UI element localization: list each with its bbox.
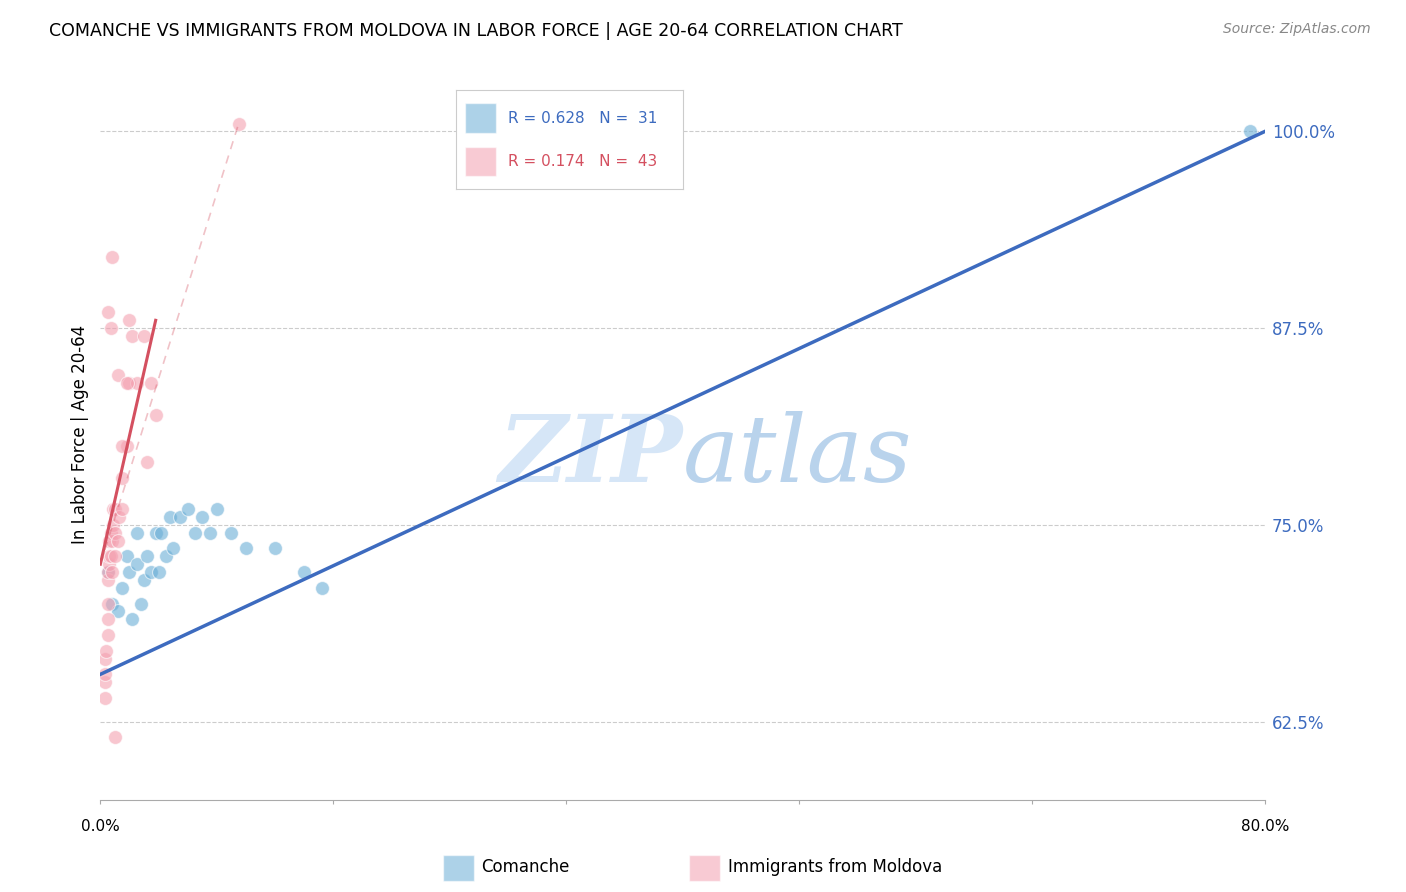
Point bbox=[93, 690, 115, 705]
Point bbox=[115, 549, 138, 564]
Point bbox=[235, 541, 257, 556]
Point bbox=[98, 533, 121, 548]
Point bbox=[111, 439, 134, 453]
Point bbox=[101, 597, 124, 611]
Point bbox=[115, 439, 138, 453]
Point bbox=[98, 549, 121, 564]
Point bbox=[141, 565, 163, 579]
Text: 0.0%: 0.0% bbox=[82, 819, 120, 833]
Point bbox=[104, 525, 127, 540]
Text: 80.0%: 80.0% bbox=[1240, 819, 1289, 833]
Point bbox=[121, 329, 143, 343]
Text: Immigrants from Moldova: Immigrants from Moldova bbox=[728, 858, 942, 876]
Point bbox=[118, 565, 141, 579]
Point bbox=[155, 549, 177, 564]
Point bbox=[97, 612, 120, 626]
Point bbox=[125, 376, 148, 391]
Point bbox=[145, 525, 167, 540]
Point bbox=[97, 573, 120, 587]
Point bbox=[132, 329, 155, 343]
Point bbox=[141, 376, 163, 391]
Point bbox=[1239, 124, 1261, 138]
Point bbox=[97, 305, 120, 319]
Point bbox=[93, 667, 115, 681]
Point bbox=[162, 541, 184, 556]
Text: ZIP: ZIP bbox=[498, 411, 682, 501]
Point bbox=[292, 565, 315, 579]
Point bbox=[125, 558, 148, 572]
Point bbox=[228, 117, 250, 131]
Point bbox=[98, 558, 121, 572]
Point bbox=[221, 525, 243, 540]
Point bbox=[184, 525, 207, 540]
Point bbox=[100, 549, 122, 564]
Point bbox=[93, 651, 115, 665]
Point bbox=[104, 731, 127, 745]
Point bbox=[176, 502, 198, 516]
Point bbox=[96, 644, 118, 658]
Point bbox=[97, 628, 120, 642]
Point bbox=[129, 597, 152, 611]
Text: Source: ZipAtlas.com: Source: ZipAtlas.com bbox=[1223, 22, 1371, 37]
Point bbox=[118, 376, 141, 391]
Point bbox=[100, 321, 122, 335]
Point bbox=[136, 455, 159, 469]
Point bbox=[97, 597, 120, 611]
Text: COMANCHE VS IMMIGRANTS FROM MOLDOVA IN LABOR FORCE | AGE 20-64 CORRELATION CHART: COMANCHE VS IMMIGRANTS FROM MOLDOVA IN L… bbox=[49, 22, 903, 40]
Point bbox=[107, 533, 129, 548]
Point bbox=[148, 565, 170, 579]
Point bbox=[159, 510, 181, 524]
Text: atlas: atlas bbox=[682, 411, 912, 501]
Point bbox=[264, 541, 287, 556]
Point bbox=[111, 502, 134, 516]
Point bbox=[107, 604, 129, 618]
Point bbox=[100, 525, 122, 540]
Point bbox=[150, 525, 173, 540]
Point bbox=[205, 502, 228, 516]
Point bbox=[101, 533, 124, 548]
Y-axis label: In Labor Force | Age 20-64: In Labor Force | Age 20-64 bbox=[72, 325, 89, 544]
Point bbox=[111, 581, 134, 595]
Point bbox=[97, 565, 120, 579]
Point bbox=[111, 470, 134, 484]
Point bbox=[104, 502, 127, 516]
Point bbox=[311, 581, 333, 595]
Point bbox=[103, 502, 125, 516]
Point bbox=[198, 525, 221, 540]
Text: Comanche: Comanche bbox=[481, 858, 569, 876]
Point bbox=[93, 675, 115, 690]
Point bbox=[103, 517, 125, 532]
Point bbox=[136, 549, 159, 564]
Point bbox=[107, 368, 129, 383]
Point bbox=[115, 376, 138, 391]
Point bbox=[108, 510, 131, 524]
Point bbox=[121, 612, 143, 626]
Point bbox=[118, 313, 141, 327]
Point bbox=[132, 573, 155, 587]
Point bbox=[101, 565, 124, 579]
Point bbox=[97, 565, 120, 579]
Point bbox=[104, 549, 127, 564]
Point bbox=[191, 510, 214, 524]
Point bbox=[125, 525, 148, 540]
Point bbox=[101, 251, 124, 265]
Point bbox=[145, 408, 167, 422]
Point bbox=[169, 510, 191, 524]
